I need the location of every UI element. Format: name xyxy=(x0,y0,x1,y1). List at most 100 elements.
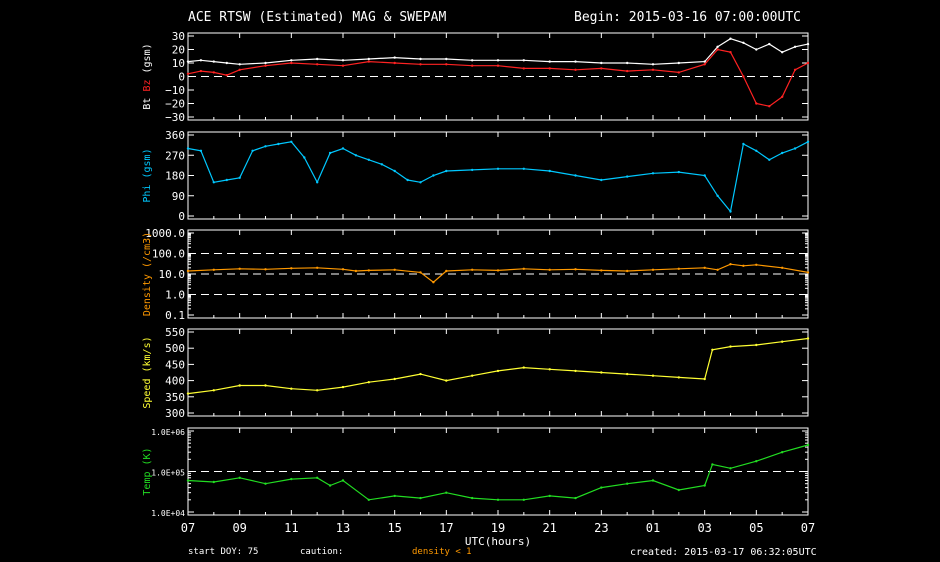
y-tick-label-mag: −20 xyxy=(165,98,185,111)
y-tick-label-temp: 1.0E+04 xyxy=(151,509,185,518)
data-point-density xyxy=(600,269,603,272)
data-point-bt xyxy=(793,45,797,48)
start-doy-label: start DOY: 75 xyxy=(188,547,259,557)
data-point-speed xyxy=(781,340,784,343)
data-point-phi xyxy=(703,174,706,177)
x-tick-label: 19 xyxy=(491,521,505,535)
data-point-bz xyxy=(199,69,203,73)
data-point-density xyxy=(419,271,422,274)
y-axis-label-part: Density (/cm3) xyxy=(142,232,153,316)
data-point-speed xyxy=(212,389,215,392)
y-tick-label-density: 10.0 xyxy=(159,268,186,281)
data-point-bt xyxy=(212,60,215,63)
data-point-bz xyxy=(729,51,732,54)
data-point-speed xyxy=(496,369,500,373)
y-tick-label-density: 1000.0 xyxy=(145,227,185,240)
data-point-phi xyxy=(729,210,732,213)
data-point-speed xyxy=(341,385,345,389)
data-point-density xyxy=(729,263,732,266)
panel-frame-speed xyxy=(187,328,809,417)
data-point-density xyxy=(238,267,241,270)
data-point-bt xyxy=(367,57,370,61)
data-point-density xyxy=(716,268,719,271)
y-axis-label-part: Temp (K) xyxy=(142,447,153,495)
data-point-bt xyxy=(316,57,319,61)
data-point-bt xyxy=(548,60,551,63)
data-point-bz xyxy=(290,61,293,65)
data-point-temp xyxy=(711,463,714,466)
data-point-temp xyxy=(522,498,525,501)
data-point-bz xyxy=(793,68,797,72)
data-point-temp xyxy=(548,494,551,498)
data-point-bz xyxy=(264,64,267,67)
data-point-phi xyxy=(367,158,370,161)
data-point-phi xyxy=(548,169,551,173)
series-line-density xyxy=(187,263,809,283)
data-point-temp xyxy=(781,451,784,454)
data-point-bz xyxy=(471,64,474,67)
data-point-phi xyxy=(742,142,745,146)
data-point-bt xyxy=(626,61,629,65)
data-point-phi xyxy=(238,176,241,179)
data-point-bz xyxy=(316,63,319,66)
data-point-bt xyxy=(703,60,706,63)
begin-time: Begin: 2015-03-16 07:00:00UTC xyxy=(574,10,801,25)
data-point-bt xyxy=(522,59,525,62)
data-point-bt xyxy=(742,41,745,44)
data-point-speed xyxy=(393,377,396,381)
data-point-bz xyxy=(781,95,784,99)
data-point-speed xyxy=(677,376,680,379)
x-tick-label: 07 xyxy=(181,521,195,535)
data-point-density xyxy=(742,264,745,267)
y-tick-label-speed: 400 xyxy=(165,375,185,388)
data-point-density xyxy=(290,267,293,270)
data-point-temp xyxy=(677,488,680,492)
data-point-bt xyxy=(290,59,293,62)
y-tick-label-speed: 350 xyxy=(165,391,185,404)
y-tick-label-mag: −30 xyxy=(165,111,185,124)
y-tick-label-density: 0.1 xyxy=(165,309,185,322)
data-point-speed xyxy=(626,372,629,376)
data-point-phi xyxy=(574,174,577,177)
data-point-phi xyxy=(626,175,629,178)
data-point-density xyxy=(341,268,345,271)
data-point-phi xyxy=(225,178,228,182)
series-line-speed xyxy=(187,337,809,395)
y-tick-label-mag: 30 xyxy=(172,30,185,43)
y-axis-label-speed: Speed (km/s) xyxy=(142,336,153,408)
data-point-phi xyxy=(406,178,409,182)
data-point-bz xyxy=(238,68,241,72)
data-point-temp xyxy=(806,443,810,447)
data-point-density xyxy=(264,268,267,271)
data-point-bz xyxy=(496,64,500,67)
data-point-bt xyxy=(471,59,474,62)
y-tick-label-mag: −10 xyxy=(165,84,185,97)
data-point-phi xyxy=(445,169,448,173)
data-point-density xyxy=(806,271,810,274)
x-tick-label: 01 xyxy=(646,521,660,535)
y-axis-label-mag: Bt Bz (gsm) xyxy=(142,43,153,109)
data-point-temp xyxy=(496,498,500,501)
data-point-bz xyxy=(445,63,448,66)
y-axis-label-density: Density (/cm3) xyxy=(142,232,153,316)
data-point-phi xyxy=(716,194,719,197)
data-point-bt xyxy=(755,48,758,51)
density-caution-note: density < 1 xyxy=(412,547,472,557)
data-point-speed xyxy=(316,389,319,392)
data-point-density xyxy=(651,268,655,271)
y-tick-label-phi: 270 xyxy=(165,149,185,162)
data-point-bz xyxy=(677,71,680,74)
data-point-density xyxy=(755,263,758,266)
data-point-phi xyxy=(290,140,293,143)
x-tick-label: 23 xyxy=(594,521,608,535)
y-tick-label-phi: 360 xyxy=(165,129,185,142)
data-point-speed xyxy=(367,381,370,384)
data-point-temp xyxy=(264,482,267,485)
y-tick-label-phi: 0 xyxy=(178,210,185,223)
y-tick-label-speed: 450 xyxy=(165,358,185,371)
series-line-temp xyxy=(187,444,809,501)
data-point-phi xyxy=(251,149,254,152)
data-point-bz xyxy=(212,71,215,74)
data-point-phi xyxy=(212,181,215,184)
data-point-speed xyxy=(264,384,267,387)
